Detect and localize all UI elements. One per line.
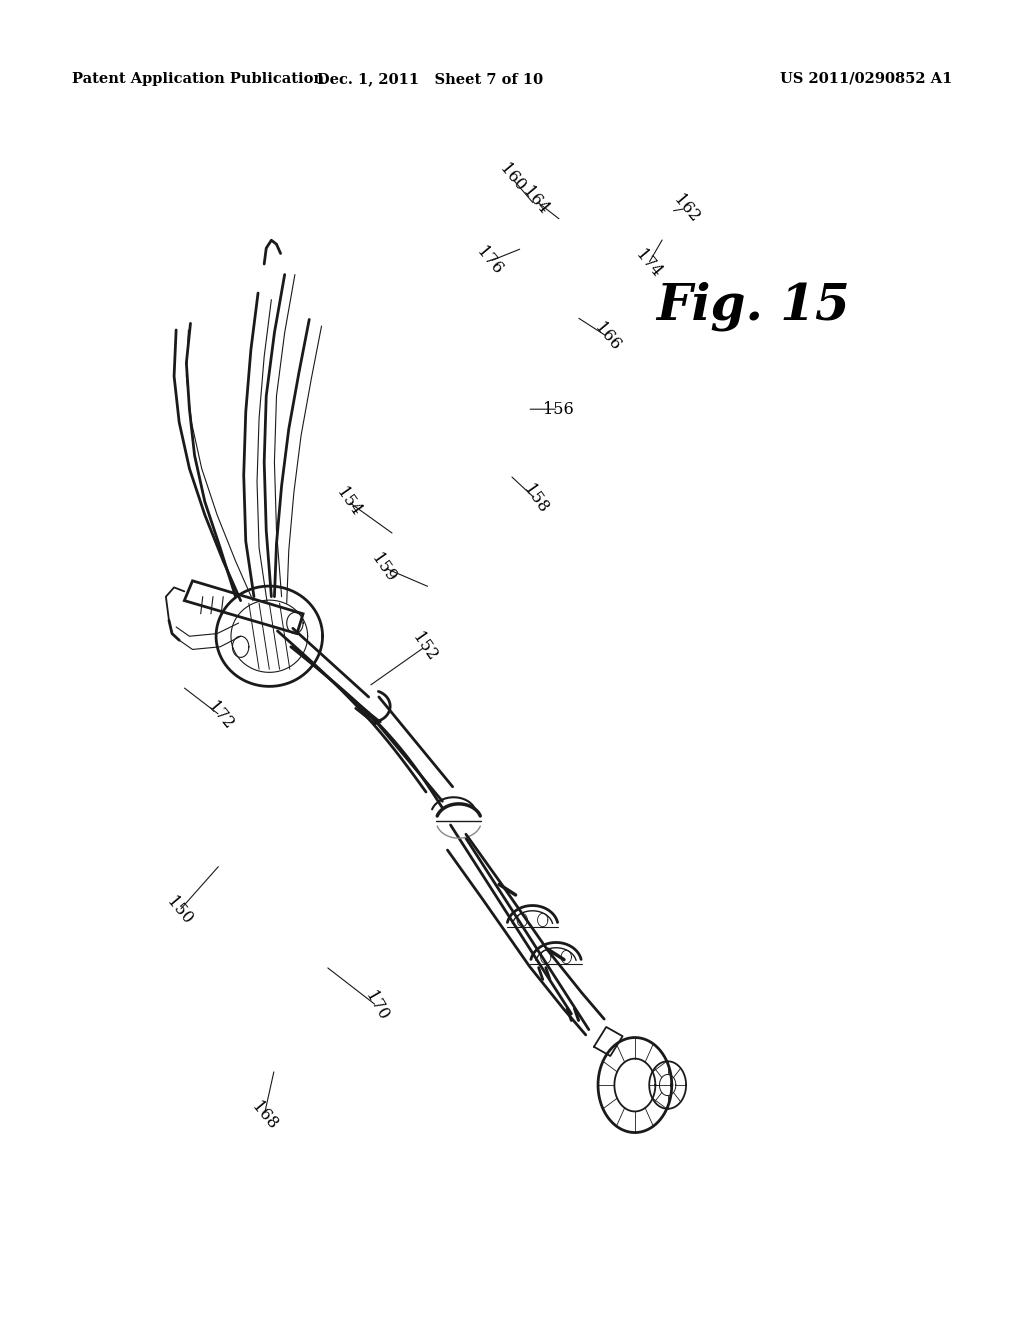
Text: US 2011/0290852 A1: US 2011/0290852 A1 <box>780 73 952 86</box>
Text: 172: 172 <box>204 698 237 733</box>
Text: 168: 168 <box>248 1098 281 1133</box>
Text: 170: 170 <box>361 989 392 1023</box>
Text: 152: 152 <box>410 630 440 664</box>
Text: 164: 164 <box>519 183 552 218</box>
Text: 156: 156 <box>543 401 573 417</box>
Text: 162: 162 <box>670 191 702 226</box>
Text: 174: 174 <box>632 247 665 281</box>
Text: 154: 154 <box>333 484 364 519</box>
Text: 159: 159 <box>369 550 399 585</box>
Text: Dec. 1, 2011   Sheet 7 of 10: Dec. 1, 2011 Sheet 7 of 10 <box>317 73 543 86</box>
Text: 158: 158 <box>520 482 551 516</box>
Text: 176: 176 <box>473 244 506 279</box>
Text: Fig. 15: Fig. 15 <box>655 281 850 331</box>
Text: 160: 160 <box>496 161 528 195</box>
Text: Patent Application Publication: Patent Application Publication <box>72 73 324 86</box>
Text: 150: 150 <box>163 894 196 928</box>
Text: 166: 166 <box>591 319 624 354</box>
